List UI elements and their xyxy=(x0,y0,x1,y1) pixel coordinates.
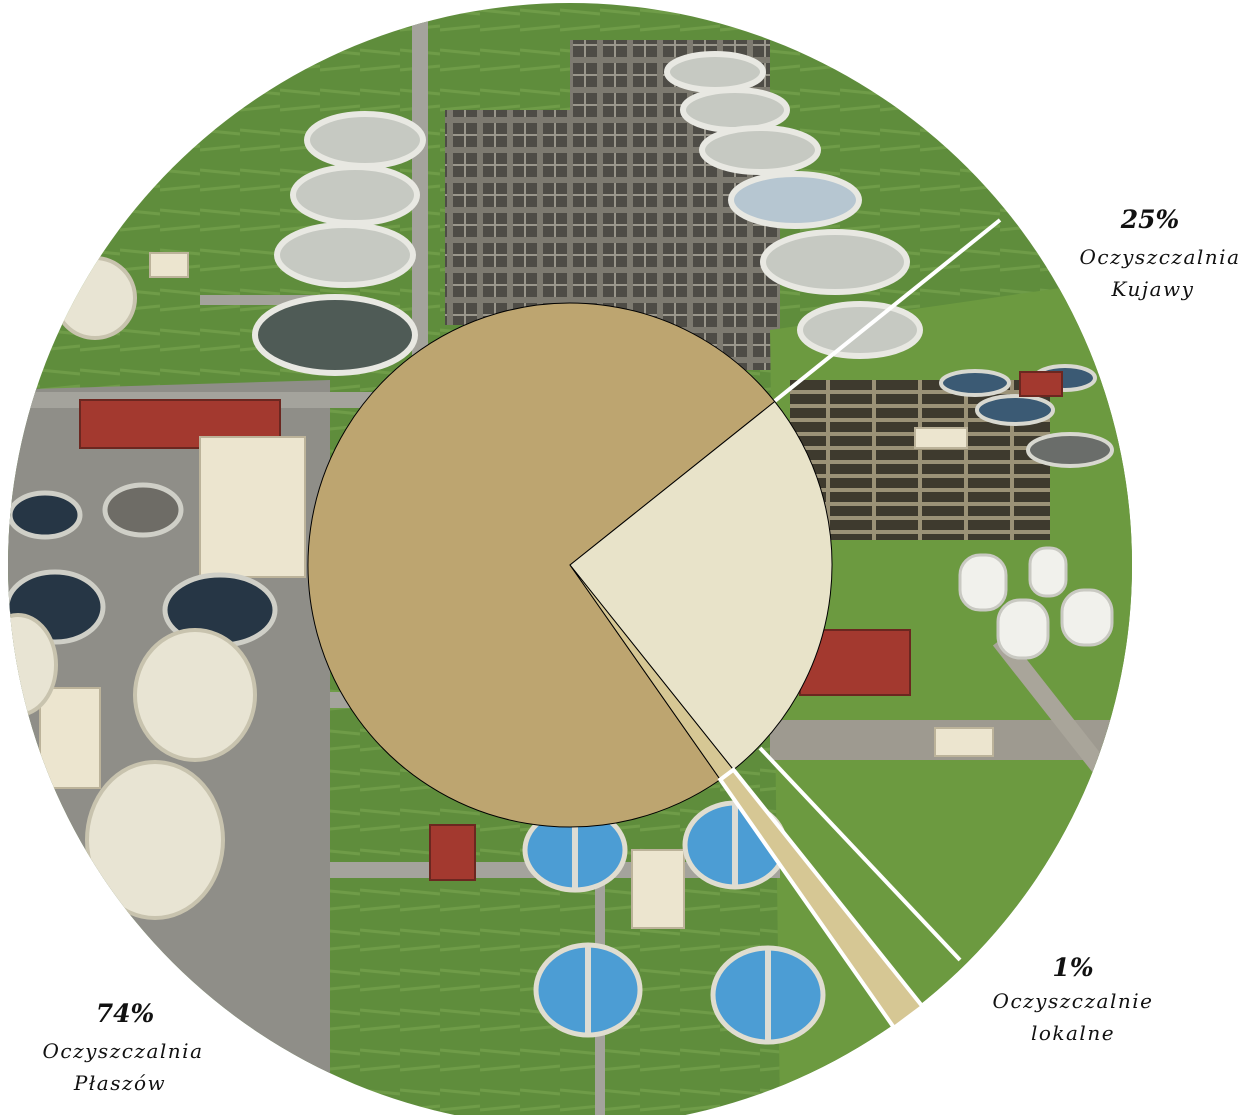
slice-label-kujawy: 25% Oczyszczalnia Kujawy xyxy=(1080,205,1241,301)
pie-slice-kujawy xyxy=(569,400,833,771)
pie-slice-plaszow xyxy=(307,302,776,828)
slice-name-line: Oczyszczalnia xyxy=(1080,245,1241,269)
slice-name-line: Oczyszczalnia xyxy=(43,1039,204,1063)
percent-label: 74% xyxy=(96,999,155,1028)
slice-name-line: lokalne xyxy=(1031,1021,1115,1045)
pie-slice-lokalne-extension xyxy=(717,766,926,1031)
slice-name-line: Płaszów xyxy=(73,1071,166,1095)
slice-label-plaszow: 74% Oczyszczalnia Płaszów xyxy=(43,999,204,1095)
percent-label: 1% xyxy=(1052,953,1093,982)
slice-name-line: Oczyszczalnie xyxy=(993,989,1154,1013)
separator-line-kujawy xyxy=(769,218,1002,406)
slice-name-line: Kujawy xyxy=(1111,277,1195,301)
slice-label-lokalne: 1% Oczyszczalnie lokalne xyxy=(993,953,1154,1045)
percent-label: 25% xyxy=(1120,205,1180,234)
separator-line-lokalne xyxy=(758,746,962,962)
